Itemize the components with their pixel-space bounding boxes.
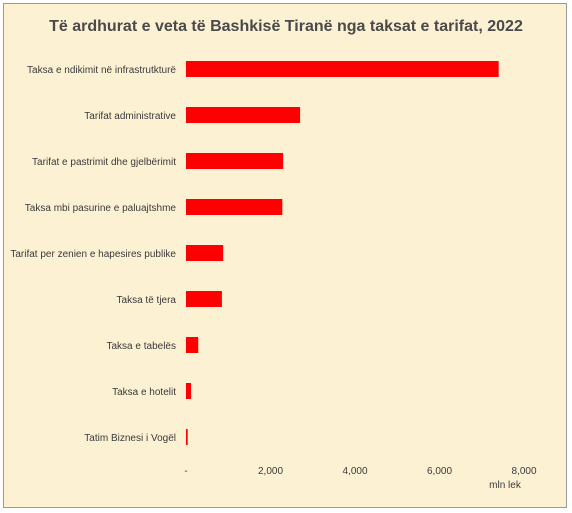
bar-chart: Të ardhurat e veta të Bashkisë Tiranë ng… xyxy=(10,18,537,491)
bar-4 xyxy=(186,245,224,261)
bar-3 xyxy=(186,199,283,215)
category-labels: Taksa e ndikimit në infrastrutkturë Tarif… xyxy=(10,65,176,444)
x-axis-ticks: - 2,000 4,000 6,000 8,000 xyxy=(184,466,537,477)
x-tick-label-1: 2,000 xyxy=(258,466,283,477)
category-label-5: Taksa të tjera xyxy=(117,295,177,306)
chart-title: Të ardhurat e veta të Bashkisë Tiranë ng… xyxy=(49,18,523,35)
category-label-6: Taksa e tabelës xyxy=(107,341,177,352)
category-label-4: Tarifat per zenien e hapesires publike xyxy=(10,249,176,260)
chart-frame: Të ardhurat e veta të Bashkisë Tiranë ng… xyxy=(3,3,567,508)
bar-7 xyxy=(186,383,192,399)
bar-5 xyxy=(186,291,222,307)
bar-2 xyxy=(186,153,284,169)
category-label-0: Taksa e ndikimit në infrastrutkturë xyxy=(27,65,176,76)
category-label-8: Tatim Biznesi i Vogël xyxy=(84,433,176,444)
x-tick-label-4: 8,000 xyxy=(511,466,536,477)
category-label-7: Taksa e hotelit xyxy=(112,387,176,398)
category-label-3: Taksa mbi pasurine e paluajtshme xyxy=(25,203,177,214)
bar-0 xyxy=(186,61,499,77)
bar-6 xyxy=(186,337,199,353)
bars-group xyxy=(186,61,499,445)
category-label-1: Tarifat administrative xyxy=(84,111,176,122)
x-axis-unit-label: mln lek xyxy=(489,480,522,491)
x-tick-label-0: - xyxy=(184,466,187,477)
bar-8 xyxy=(186,429,188,445)
x-tick-label-2: 4,000 xyxy=(342,466,367,477)
category-label-2: Tarifat e pastrimit dhe gjelbërimit xyxy=(32,157,176,168)
bar-1 xyxy=(186,107,301,123)
x-tick-label-3: 6,000 xyxy=(427,466,452,477)
